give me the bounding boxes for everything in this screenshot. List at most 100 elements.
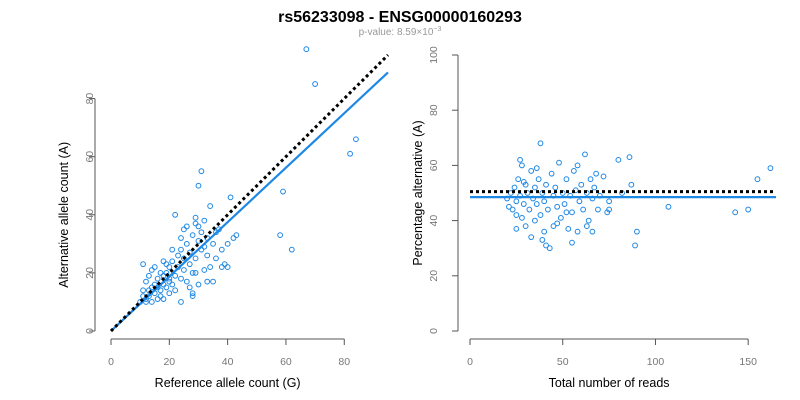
y-tick-label: 0 (428, 328, 440, 334)
data-point (143, 278, 149, 285)
data-point (520, 179, 527, 185)
data-point (157, 293, 164, 300)
data-point (146, 272, 152, 279)
data-point (148, 267, 155, 273)
data-point (539, 237, 546, 243)
data-point (585, 217, 592, 224)
data-point (546, 245, 553, 252)
data-point (154, 296, 161, 302)
data-point (543, 181, 549, 188)
data-point (515, 176, 522, 183)
y-tick-label: 80 (428, 104, 440, 116)
regression-line-left (110, 71, 389, 332)
data-point (166, 290, 173, 297)
data-point (533, 201, 540, 207)
data-point (148, 299, 155, 305)
data-point (520, 201, 527, 207)
data-point (557, 214, 564, 221)
data-point (550, 223, 557, 230)
reference-line-left (109, 53, 390, 333)
data-point (526, 206, 533, 213)
chart-title: rs56233098 - ENSG00000160293 (278, 9, 522, 26)
panel-percentage: 0 50 100 150 0 20 40 60 80 100 Total number of rea… (411, 46, 776, 390)
data-point (163, 261, 170, 268)
data-point (172, 287, 179, 294)
data-point (189, 232, 196, 239)
data-point (157, 269, 164, 276)
data-point (218, 264, 225, 270)
data-point (570, 168, 577, 174)
data-point (160, 296, 167, 302)
data-point (192, 255, 199, 262)
data-point (224, 264, 231, 270)
data-point (745, 206, 752, 213)
data-point (154, 275, 161, 282)
data-point (146, 287, 152, 294)
data-point (665, 203, 672, 210)
x-tick-label: 20 (163, 356, 175, 368)
x-tick-label: 80 (338, 356, 350, 368)
data-point (169, 281, 176, 288)
y-tick-label: 20 (84, 267, 96, 279)
data-point (303, 46, 310, 53)
data-point (192, 214, 199, 221)
data-point (634, 228, 640, 235)
data-point (221, 261, 228, 268)
data-point (569, 239, 575, 246)
data-point (556, 159, 562, 166)
data-point (517, 156, 523, 163)
data-point (632, 242, 638, 249)
data-point (548, 170, 555, 177)
data-point (513, 212, 520, 218)
data-point (754, 176, 761, 183)
data-point (522, 223, 529, 230)
data-point (207, 264, 214, 270)
data-point (233, 232, 240, 239)
data-point (195, 182, 202, 189)
data-point (312, 81, 319, 87)
data-point (519, 162, 525, 169)
data-point (576, 198, 583, 205)
x-axis-label-left: Reference allele count (G) (155, 376, 301, 390)
x-tick-label: 0 (108, 356, 114, 368)
data-point (574, 228, 581, 235)
data-point (183, 278, 190, 285)
data-point (767, 165, 774, 172)
data-point (172, 272, 179, 279)
subtitle-pvalue: p-value: 8.59×10 (359, 27, 434, 38)
data-point (628, 181, 635, 188)
x-tick-label: 100 (647, 356, 665, 368)
data-point (544, 206, 551, 213)
data-point (537, 212, 544, 218)
data-point (552, 184, 559, 191)
data-point (183, 223, 190, 230)
data-point (195, 281, 202, 288)
data-point (151, 264, 158, 270)
data-point (230, 235, 237, 241)
data-point (580, 206, 587, 213)
data-point (218, 246, 225, 253)
data-point (578, 181, 585, 188)
y-tick-label: 80 (84, 93, 96, 105)
y-tick-label: 100 (428, 46, 440, 64)
data-point (563, 209, 570, 216)
data-point (178, 275, 184, 282)
y-tick-label: 0 (84, 328, 96, 334)
y-tick-label: 40 (84, 209, 96, 221)
y-axis-label-left: Alternative allele count (A) (57, 142, 71, 288)
data-point (600, 173, 607, 180)
data-point (591, 184, 598, 191)
x-tick-label: 150 (739, 356, 757, 368)
data-point (574, 162, 581, 169)
data-point (541, 228, 548, 235)
data-point (587, 176, 594, 183)
x-tick-label: 40 (222, 356, 234, 368)
data-point (180, 255, 187, 262)
data-point (180, 267, 187, 273)
y-tick-label: 40 (428, 215, 440, 227)
data-point (288, 246, 295, 253)
data-point (166, 264, 173, 270)
data-point (198, 168, 205, 175)
data-point (532, 217, 538, 224)
